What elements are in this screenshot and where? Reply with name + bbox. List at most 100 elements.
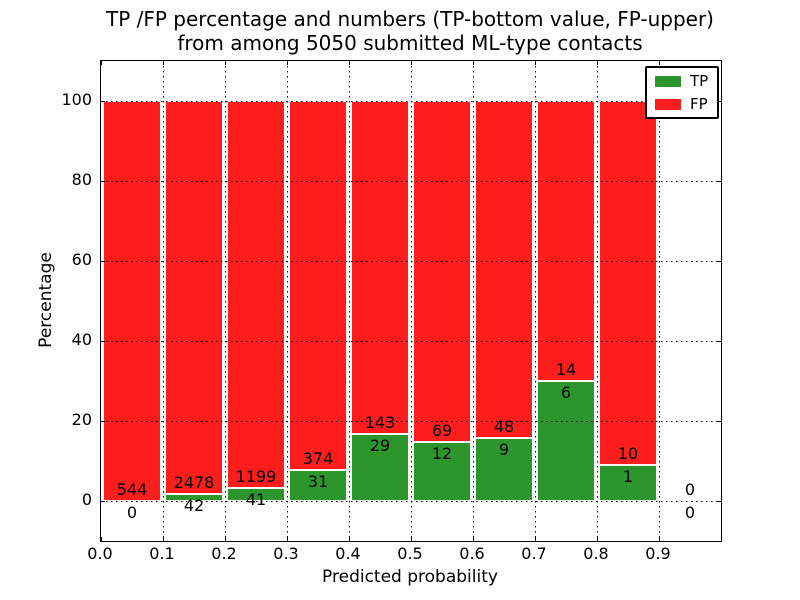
- gridline-vertical: [410, 61, 412, 541]
- tp-count-label: 41: [245, 489, 267, 509]
- gridline-vertical: [162, 61, 164, 541]
- x-tick-label: 0.3: [273, 544, 299, 563]
- legend-item-fp: FP: [655, 96, 708, 112]
- y-tick-mark-right: [717, 260, 721, 262]
- fp-swatch-icon: [655, 98, 681, 110]
- tp-count-label: 29: [369, 435, 391, 455]
- x-tick-mark-top: [348, 61, 350, 65]
- tp-count-label: 6: [560, 383, 572, 402]
- x-tick-mark: [348, 537, 350, 541]
- gridline-vertical: [596, 61, 598, 541]
- y-tick-mark: [101, 100, 105, 102]
- gridline-vertical: [286, 61, 288, 541]
- bar-segment-fp: [351, 101, 409, 434]
- bar-segment-tp: [351, 433, 409, 501]
- bar-segment-fp: [227, 101, 285, 488]
- x-tick-mark-top: [162, 61, 164, 65]
- bar-segment-fp: [537, 101, 595, 381]
- bar-segment-tp: [227, 487, 285, 501]
- x-axis-label: Predicted probability: [322, 567, 498, 587]
- x-tick-mark-top: [534, 61, 536, 65]
- legend-item-tp: TP: [655, 73, 708, 89]
- y-tick-label: 20: [71, 410, 92, 429]
- tp-count-label: 1: [622, 466, 634, 486]
- bar-segment-tp: [599, 464, 657, 501]
- gridline-vertical: [348, 61, 350, 541]
- legend-label-tp: TP: [690, 72, 709, 90]
- y-tick-mark: [101, 180, 105, 182]
- y-tick-mark: [101, 260, 105, 262]
- bar-segment-tp: [537, 381, 595, 501]
- y-tick-mark-right: [717, 500, 721, 502]
- fp-count-label: 10: [617, 443, 639, 463]
- bar-segment-fp: [599, 101, 657, 465]
- gridline-vertical: [472, 61, 474, 541]
- x-tick-label: 0.6: [459, 544, 485, 563]
- x-tick-mark-top: [472, 61, 474, 65]
- tp-count-label: 12: [431, 443, 453, 463]
- x-tick-label: 0.4: [335, 544, 361, 563]
- x-tick-mark: [596, 537, 598, 541]
- x-tick-mark-top: [286, 61, 288, 65]
- y-tick-mark-right: [717, 420, 721, 422]
- y-tick-mark-right: [717, 340, 721, 342]
- y-tick-label: 100: [61, 90, 92, 109]
- fp-count-label: 1199: [235, 466, 277, 486]
- fp-count-label: 48: [493, 416, 515, 436]
- y-axis-label: Percentage: [36, 252, 56, 348]
- plot-area: 544 0 2478 42 1199 41 374 31 143 29 69 12 48 9 14 6 10 1 0…: [100, 60, 722, 542]
- tp-swatch-icon: [655, 75, 681, 87]
- tp-count-label: 9: [498, 439, 510, 459]
- bar-segment-fp: [103, 101, 161, 501]
- fp-count-label: 374: [302, 449, 334, 469]
- legend-label-fp: FP: [690, 95, 708, 113]
- gridline-vertical: [224, 61, 226, 541]
- y-tick-mark-right: [717, 180, 721, 182]
- bar-segment-fp: [289, 101, 347, 471]
- x-tick-mark-top: [410, 61, 412, 65]
- x-tick-mark-top: [100, 61, 102, 65]
- bar-segment-tp: [475, 437, 533, 501]
- fp-count-label: 14: [555, 360, 577, 379]
- y-tick-label: 60: [71, 250, 92, 269]
- chart-title-line1: TP /FP percentage and numbers (TP-bottom…: [106, 7, 714, 31]
- y-tick-mark: [101, 340, 105, 342]
- tp-count-label: 0: [684, 503, 696, 522]
- x-tick-label: 0.1: [149, 544, 175, 563]
- x-tick-mark: [100, 537, 102, 541]
- fp-count-label: 69: [431, 420, 453, 440]
- x-tick-mark: [224, 537, 226, 541]
- bar-segment-fp: [413, 101, 471, 442]
- x-tick-label: 0.2: [211, 544, 237, 563]
- tp-count-label: 0: [126, 503, 138, 522]
- bar-segment-tp: [289, 470, 347, 501]
- gridline-vertical: [534, 61, 536, 541]
- fp-count-label: 2478: [173, 473, 215, 493]
- chart-title-line2: from among 5050 submitted ML-type contac…: [177, 31, 643, 55]
- x-tick-mark: [286, 537, 288, 541]
- y-tick-mark: [101, 500, 105, 502]
- x-tick-label: 0.5: [397, 544, 423, 563]
- x-tick-mark: [534, 537, 536, 541]
- fp-count-label: 143: [364, 412, 396, 432]
- tp-count-label: 31: [307, 472, 329, 492]
- x-tick-mark-top: [596, 61, 598, 65]
- x-tick-mark-top: [224, 61, 226, 65]
- tp-count-label: 42: [183, 496, 205, 516]
- fp-count-label: 0: [684, 480, 696, 499]
- x-tick-label: 0.0: [87, 544, 113, 563]
- x-tick-label: 0.9: [645, 544, 671, 563]
- x-tick-mark: [162, 537, 164, 541]
- bar-segment-fp: [165, 101, 223, 495]
- y-tick-label: 80: [71, 170, 92, 189]
- gridline-vertical: [658, 61, 660, 541]
- legend: TP FP: [645, 66, 720, 119]
- fp-count-label: 544: [116, 480, 148, 499]
- y-tick-mark: [101, 420, 105, 422]
- bar-segment-fp: [475, 101, 533, 438]
- x-tick-mark-top: [658, 61, 660, 65]
- x-tick-mark: [410, 537, 412, 541]
- x-tick-mark: [472, 537, 474, 541]
- x-tick-mark: [658, 537, 660, 541]
